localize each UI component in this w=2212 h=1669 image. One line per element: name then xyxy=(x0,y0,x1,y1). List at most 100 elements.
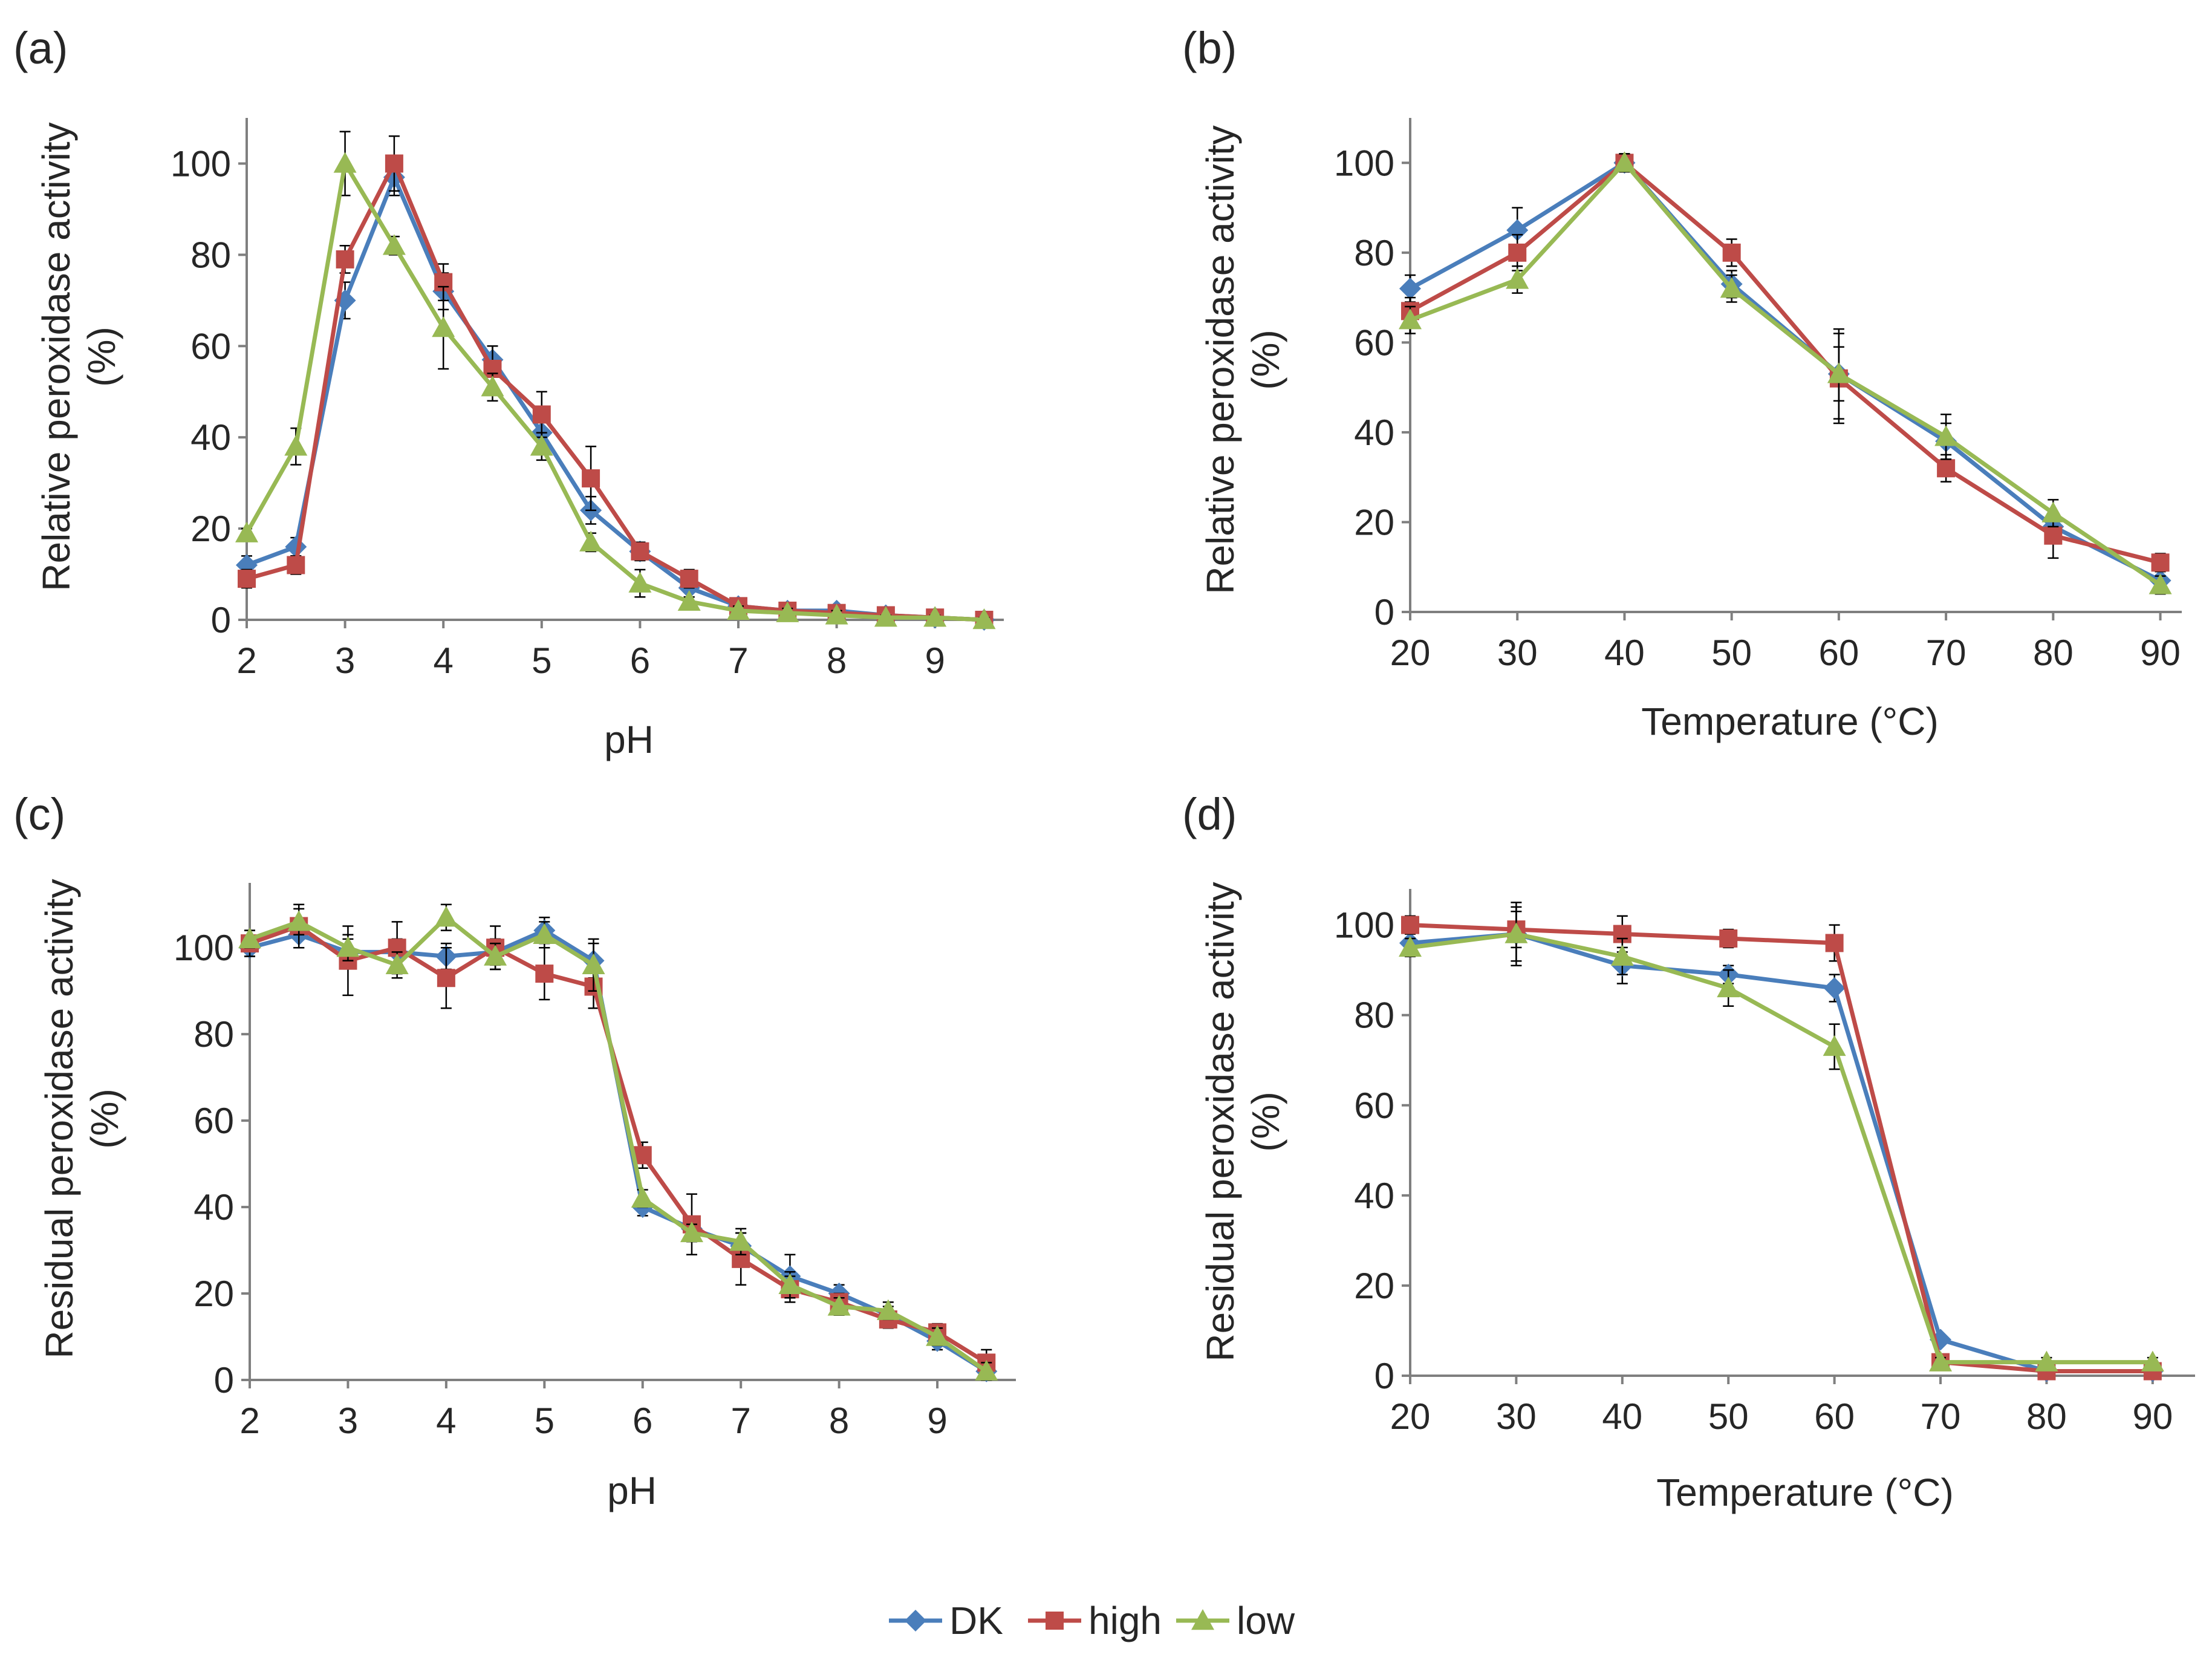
series-high xyxy=(241,903,996,1377)
series-low xyxy=(238,903,998,1381)
data-point xyxy=(729,1230,753,1251)
data-point xyxy=(582,469,600,488)
data-point xyxy=(1825,934,1844,952)
y-tick-label: 0 xyxy=(211,600,231,640)
data-point xyxy=(1720,277,1743,298)
data-point xyxy=(385,154,403,173)
legend-label: high xyxy=(1088,1599,1162,1642)
legend-item-DK: DK xyxy=(889,1599,1003,1642)
x-tick-label: 80 xyxy=(2026,1396,2067,1437)
series-line xyxy=(249,923,988,1365)
series-line xyxy=(244,161,984,622)
data-point xyxy=(1719,929,1738,948)
x-tick-label: 4 xyxy=(434,640,454,681)
legend-label: DK xyxy=(949,1599,1003,1642)
panel-label: (b) xyxy=(1182,23,1237,73)
data-point xyxy=(437,969,455,987)
y-tick-label: 0 xyxy=(214,1360,234,1401)
legend: DK high low xyxy=(889,1599,1295,1642)
y-tick-label: 40 xyxy=(1354,412,1394,453)
x-tick-label: 50 xyxy=(1708,1396,1749,1437)
x-tick-label: 7 xyxy=(728,640,748,681)
series-low xyxy=(1399,902,2164,1371)
data-point xyxy=(628,571,652,593)
x-tick-label: 80 xyxy=(2033,633,2074,673)
data-point xyxy=(726,599,750,620)
y-axis-title-unit: (%) xyxy=(83,1088,126,1149)
y-tick-label: 80 xyxy=(1354,995,1394,1036)
data-point xyxy=(926,1325,949,1346)
data-point xyxy=(582,953,605,975)
data-point xyxy=(827,1295,851,1316)
x-tick-label: 20 xyxy=(1390,633,1431,673)
y-tick-label: 20 xyxy=(194,1274,234,1314)
x-tick-label: 70 xyxy=(1926,633,1966,673)
y-tick-label: 100 xyxy=(1334,143,1394,183)
data-point xyxy=(975,1359,998,1381)
series-line xyxy=(1409,160,2161,565)
legend-item-low: low xyxy=(1176,1599,1295,1642)
y-tick-label: 100 xyxy=(174,928,234,968)
x-axis-title: pH xyxy=(604,718,654,761)
series-line xyxy=(249,928,988,1373)
x-tick-label: 30 xyxy=(1497,633,1538,673)
series-line xyxy=(246,161,984,622)
data-point xyxy=(2151,553,2170,572)
data-point xyxy=(1823,1035,1846,1056)
data-point xyxy=(287,910,311,931)
data-point xyxy=(1937,459,1956,478)
data-point xyxy=(385,953,409,975)
data-point xyxy=(1827,362,1850,383)
x-tick-label: 4 xyxy=(436,1401,456,1441)
data-point xyxy=(1613,151,1636,172)
y-axis-title: Relative peroxidase activity xyxy=(34,122,78,591)
data-point xyxy=(825,604,848,625)
y-tick-label: 40 xyxy=(1354,1176,1394,1216)
panel-a: (a) Relative peroxidase activity (%) pH … xyxy=(13,23,1004,761)
data-point xyxy=(1717,976,1740,998)
y-tick-label: 60 xyxy=(1354,322,1394,363)
series-line xyxy=(1410,923,2153,1374)
x-tick-label: 7 xyxy=(730,1401,750,1441)
data-point xyxy=(579,530,603,551)
data-point xyxy=(1722,243,1741,262)
series-high xyxy=(238,135,994,629)
series-line xyxy=(246,175,984,622)
x-tick-label: 9 xyxy=(927,1401,947,1441)
data-point xyxy=(382,234,406,255)
panel-label: (d) xyxy=(1182,789,1237,839)
data-point xyxy=(876,1299,900,1320)
x-tick-label: 6 xyxy=(630,640,650,681)
data-point xyxy=(778,1273,802,1294)
data-point xyxy=(631,1186,654,1208)
x-axis-title: Temperature (°C) xyxy=(1641,700,1939,743)
x-tick-label: 60 xyxy=(1814,1396,1855,1437)
y-tick-label: 20 xyxy=(1354,1266,1394,1306)
data-point xyxy=(2035,1350,2058,1371)
y-axis-title: Residual peroxidase activity xyxy=(1199,882,1242,1361)
x-tick-label: 5 xyxy=(535,1401,555,1441)
data-point xyxy=(2149,573,2172,594)
x-tick-label: 70 xyxy=(1921,1396,1961,1437)
y-axis-title-unit: (%) xyxy=(80,327,123,387)
data-point xyxy=(336,936,360,957)
y-tick-label: 20 xyxy=(1354,502,1394,542)
x-axis-title: Temperature (°C) xyxy=(1656,1471,1954,1514)
y-tick-label: 40 xyxy=(194,1187,234,1228)
y-tick-label: 80 xyxy=(190,235,231,275)
panel-label: (c) xyxy=(13,789,65,839)
data-point xyxy=(923,606,947,627)
data-point xyxy=(2041,501,2065,522)
data-point xyxy=(284,435,308,456)
data-point xyxy=(1610,945,1634,966)
data-point xyxy=(680,570,698,588)
legend-swatch-marker xyxy=(1191,1609,1214,1630)
x-tick-label: 5 xyxy=(532,640,551,681)
x-tick-label: 6 xyxy=(633,1401,652,1441)
panel-label: (a) xyxy=(13,23,68,73)
y-tick-label: 60 xyxy=(194,1101,234,1141)
data-point xyxy=(235,521,258,542)
legend-item-high: high xyxy=(1028,1599,1162,1642)
